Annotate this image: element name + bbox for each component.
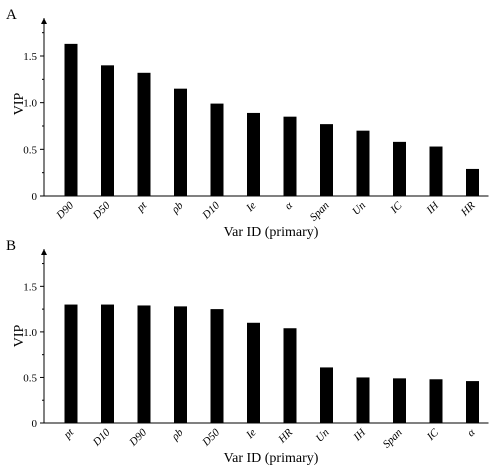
panel-b-bar [429,379,443,423]
panel-a-axes [41,18,489,197]
panel-b-bar [174,306,187,423]
panel-b-x-tick-label: IC [424,426,441,443]
panel-a-bar [64,43,78,196]
panel-b-y-tick-label: 1.5 [23,281,37,293]
panel-a-bar [210,103,224,196]
panel-a-x-tick-label: IC [388,199,405,216]
panel-a-x-tick-label: Un [350,199,368,217]
panel-a-x-tick-label: pt [134,199,150,215]
panel-a-x-tick-label: Ie [243,200,258,215]
panel-b-x-tick-label: Un [314,426,332,444]
panel-b-y-tick-label: 1.0 [23,327,37,339]
panel-b-x-tick-label: IH [351,426,369,444]
panel-b-x-axis-label: Var ID (primary) [224,451,319,466]
panel-a-y-axis-arrow [41,18,47,24]
panel-a-x-tick-label: D10 [200,199,223,222]
panel-a-y-tick-label: 0.5 [23,144,37,156]
panel-a-bar [466,168,479,196]
panel-b-x-tick-label: α [465,426,478,439]
panel-b-y-axis-arrow [41,249,47,255]
panel-b-y-axis-label: VIP [12,325,27,348]
panel-b-bars [64,304,479,423]
panel-a-x-tick-label: HR [458,199,478,219]
panel-a-x-tick-label: IH [424,199,442,217]
panel-a-bar [393,141,406,196]
panel-b-x-tick-label: D50 [200,426,223,449]
panel-a-bar [429,146,443,196]
panel-a-bar [101,65,114,196]
panel-b-x-tick-label: Ie [243,427,258,442]
panel-b-bar [393,378,406,423]
panel-b-bar [137,305,151,423]
panel-a-bar [283,116,297,196]
panel-b-x-tick-label: D10 [90,426,113,449]
panel-b-x-tick-label: D90 [127,426,150,449]
panel-b-y-tick-label: 0 [32,418,38,430]
panel-a-bar [137,72,151,196]
panel-b-x-tick-label: pt [61,426,77,442]
panel-a-bar [174,88,187,196]
panel-a-bar [247,112,260,196]
panel-b-bar [101,304,114,423]
panel-a-x-axis-label: Var ID (primary) [224,225,319,240]
panel-b-letter: B [6,238,16,254]
panel-b-x-ticks: pt D10 D90 ρb D50 Ie HR Un IH Span IC α [61,426,478,451]
panel-a-bar [320,124,333,196]
panel-a-y-axis-label: VIP [12,93,27,116]
panel-a-bar [356,130,370,196]
panel-a-x-tick-label: D90 [54,199,77,222]
panel-b-x-tick-label: HR [276,426,296,446]
panel-b-bar [210,309,224,423]
panel-b: B VIP Var ID (primary) 0 0.5 1.0 1.5 pt D10 D… [6,238,489,466]
panel-b-bar [247,322,260,423]
panel-b-axes [41,249,489,424]
panel-b-bar [283,328,297,423]
panel-a-x-tick-label: ρb [169,199,186,216]
panel-b-x-tick-label: Span [381,426,405,450]
panel-b-bar [320,367,333,423]
panel-a-y-tick-label: 1.5 [23,51,37,63]
panel-a-y-tick-label: 1.0 [23,98,37,110]
panel-a-letter: A [6,7,17,23]
panel-a-x-ticks: D90 D50 pt ρb D10 Ie α Span Un IC IH HR [54,199,478,224]
panel-a-y-ticks: 0 0.5 1.0 1.5 [23,32,44,203]
panel-a-x-tick-label: Span [308,199,332,223]
panel-a-x-tick-label: D50 [90,199,113,222]
panel-a: A VIP Var ID (primary) 0 0.5 1.0 1.5 D90 D50… [6,7,489,240]
panel-b-y-tick-label: 0.5 [23,372,37,384]
panel-a-bars [64,43,479,196]
panel-b-x-tick-label: ρb [169,426,186,443]
panel-b-y-ticks: 0 0.5 1.0 1.5 [23,263,44,430]
panel-a-x-tick-label: α [283,199,296,212]
panel-b-bar [64,304,78,423]
panel-a-y-tick-label: 0 [32,191,38,203]
panel-b-bar [466,381,479,423]
panel-b-bar [356,377,370,423]
